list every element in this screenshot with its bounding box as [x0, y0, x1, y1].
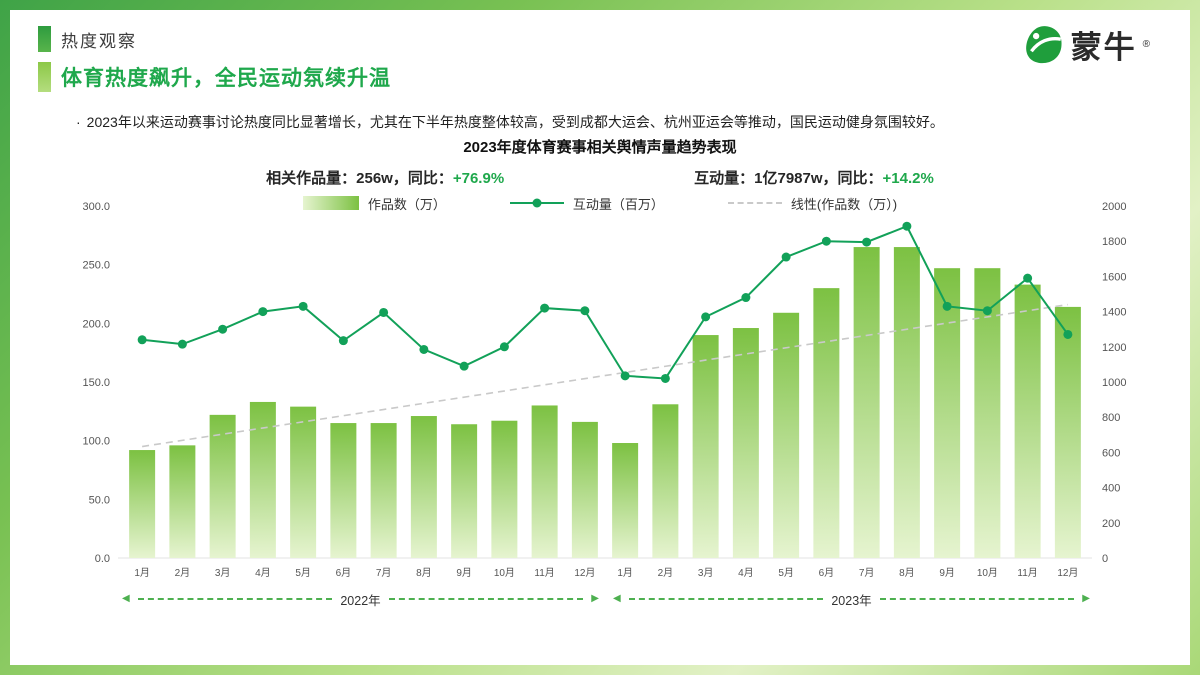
svg-text:12月: 12月	[1057, 567, 1078, 579]
svg-text:100.0: 100.0	[82, 435, 110, 447]
arrow-right-icon: ▶	[591, 593, 599, 605]
arrow-left-icon: ◀	[613, 593, 621, 605]
svg-text:150.0: 150.0	[82, 377, 110, 389]
summary-bullet: · 2023年以来运动赛事讨论热度同比显著增长，尤其在下半年热度整体较高，受到成都…	[76, 112, 1136, 134]
dashed-line	[879, 598, 1075, 601]
svg-text:3月: 3月	[698, 567, 714, 579]
svg-text:400: 400	[1102, 482, 1120, 494]
svg-text:50.0: 50.0	[89, 494, 110, 506]
svg-text:2月: 2月	[175, 567, 191, 579]
registered-mark: ®	[1142, 39, 1150, 50]
svg-text:1200: 1200	[1102, 341, 1126, 353]
bar-series	[129, 246, 1081, 558]
svg-text:2月: 2月	[658, 567, 674, 579]
year-label-2023: 2023年	[831, 593, 872, 608]
svg-text:200: 200	[1102, 517, 1120, 529]
line-swatch-icon	[509, 202, 564, 205]
section-row: 热度观察	[38, 26, 1190, 52]
line-series	[137, 221, 1073, 383]
svg-text:7月: 7月	[859, 567, 875, 579]
svg-text:1月: 1月	[134, 567, 150, 579]
brand-name: 蒙牛	[1070, 30, 1137, 65]
svg-text:1月: 1月	[617, 567, 633, 579]
svg-text:6月: 6月	[819, 567, 835, 579]
svg-text:1000: 1000	[1102, 377, 1126, 389]
svg-text:12月: 12月	[574, 567, 595, 579]
svg-text:1800: 1800	[1102, 236, 1126, 248]
svg-text:10月: 10月	[494, 567, 515, 579]
mengniu-logo-icon	[1025, 25, 1062, 63]
slide-body: 热度观察 体育热度飙升，全民运动氛续升温 蒙牛 ® · 2023年以来运动赛事讨论…	[10, 10, 1190, 665]
bullet-marker: ·	[76, 114, 81, 130]
chart-area: 作品数（万） 互动量（百万） 线性(作品数（万）) 0.0 50.0 100.0 15…	[10, 190, 1190, 590]
svg-text:600: 600	[1102, 447, 1120, 459]
year-label-2022: 2022年	[340, 593, 381, 608]
svg-text:1600: 1600	[1102, 271, 1126, 283]
slide-header: 热度观察 体育热度飙升，全民运动氛续升温 蒙牛 ®	[10, 10, 1190, 92]
chart-canvas: 0.0 50.0 100.0 150.0 200.0 250.0 300.0 0 200 400 6…	[82, 201, 1126, 579]
svg-text:0.0: 0.0	[95, 553, 110, 565]
stat-interactions-text: 互动量：1亿7987w，同比：	[694, 169, 883, 187]
title-row: 体育热度飙升，全民运动氛续升温	[38, 62, 1190, 92]
svg-text:250.0: 250.0	[82, 259, 110, 271]
svg-text:0: 0	[1102, 553, 1108, 565]
year-group-2022: ◀ 2022年 ▶	[122, 590, 599, 609]
svg-text:7月: 7月	[376, 567, 392, 579]
svg-text:300.0: 300.0	[82, 201, 110, 213]
svg-text:1400: 1400	[1102, 306, 1126, 318]
svg-text:8月: 8月	[899, 567, 915, 579]
svg-text:5月: 5月	[295, 567, 311, 579]
year-group-2023: ◀ 2023年 ▶	[613, 590, 1090, 609]
bullet-text: 2023年以来运动赛事讨论热度同比显著增长，尤其在下半年热度整体较高，受到成都大…	[86, 114, 944, 130]
dashed-line	[628, 598, 824, 601]
section-accent-bar	[38, 26, 51, 52]
chart-legend: 作品数（万） 互动量（百万） 线性(作品数（万）)	[10, 194, 1190, 213]
y-axis-right: 0 200 400 600 800 1000 1200 1400 1600 1800 2000	[1102, 201, 1126, 565]
bar-swatch-icon	[302, 196, 359, 211]
legend-item-trend: 线性(作品数（万）)	[727, 194, 898, 213]
svg-text:11月: 11月	[534, 567, 554, 579]
svg-text:9月: 9月	[456, 567, 472, 579]
chart-title: 2023年度体育赛事相关舆情声量趋势表现	[463, 138, 737, 156]
arrow-right-icon: ▶	[1082, 593, 1090, 605]
legend-label-trend: 线性(作品数（万）)	[790, 196, 898, 212]
stat-works-text: 相关作品量：256w，同比：	[266, 169, 453, 187]
brand-logo: 蒙牛 ®	[1023, 22, 1150, 67]
x-axis-months: 1月 2月 3月 4月 5月 6月 7月 8月 9月 10月 11月 12月 1月 2月 3月 4月 5月 6月 7…	[134, 567, 1078, 579]
svg-text:10月: 10月	[977, 567, 998, 579]
stat-works: 相关作品量：256w，同比：+76.9%	[266, 167, 504, 188]
arrow-left-icon: ◀	[122, 593, 130, 605]
legend-label-line: 互动量（百万）	[572, 196, 664, 212]
trend-line	[142, 303, 1068, 448]
stat-interactions: 互动量：1亿7987w，同比：+14.2%	[694, 167, 934, 188]
dashed-line	[137, 598, 333, 601]
title-accent-bar	[38, 62, 51, 92]
page-title: 体育热度飙升，全民运动氛续升温	[61, 67, 391, 90]
stats-row: 相关作品量：256w，同比：+76.9% 互动量：1亿7987w，同比：+14.…	[10, 167, 1190, 188]
y-axis-left: 0.0 50.0 100.0 150.0 200.0 250.0 300.0	[82, 201, 110, 565]
svg-text:11月: 11月	[1017, 567, 1037, 579]
section-label: 热度观察	[61, 31, 137, 51]
svg-text:5月: 5月	[778, 567, 794, 579]
stat-interactions-delta: +14.2%	[882, 169, 934, 187]
dash-swatch-icon	[727, 202, 782, 205]
legend-item-bar: 作品数（万）	[302, 194, 446, 213]
stat-works-delta: +76.9%	[452, 169, 505, 187]
x-axis-year-groups: ◀ 2022年 ▶ ◀ 2023年 ▶	[10, 590, 1190, 609]
svg-text:4月: 4月	[738, 567, 754, 579]
svg-text:6月: 6月	[336, 567, 352, 579]
legend-item-line: 互动量（百万）	[509, 194, 664, 213]
dashed-line	[388, 598, 584, 601]
svg-text:9月: 9月	[939, 567, 955, 579]
svg-text:8月: 8月	[416, 567, 432, 579]
svg-text:4月: 4月	[255, 567, 271, 579]
svg-text:200.0: 200.0	[82, 318, 110, 330]
svg-text:2000: 2000	[1102, 201, 1126, 213]
svg-text:800: 800	[1102, 412, 1120, 424]
svg-text:3月: 3月	[215, 567, 231, 579]
legend-label-bar: 作品数（万）	[367, 196, 446, 212]
